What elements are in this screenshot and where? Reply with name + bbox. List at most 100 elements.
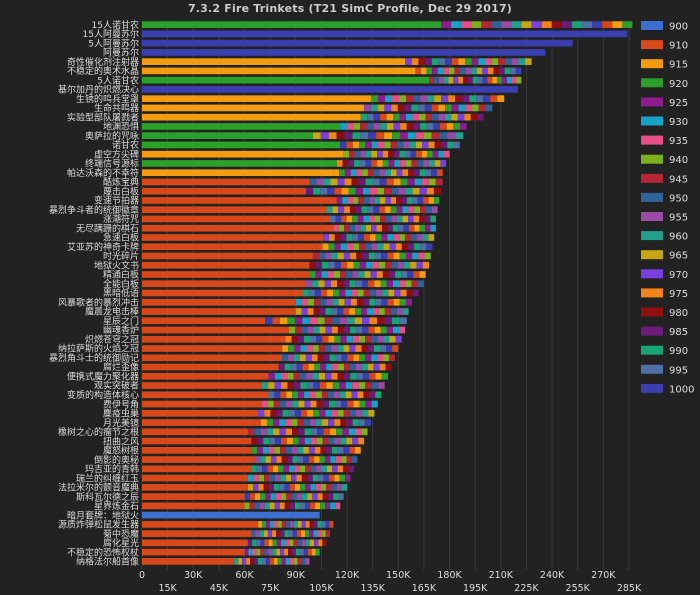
bar-segment bbox=[325, 502, 331, 510]
bar-segment bbox=[313, 326, 320, 334]
bar-segment bbox=[281, 382, 288, 389]
x-tick-label: 135K bbox=[360, 583, 385, 594]
x-tick-label: 30K bbox=[184, 570, 203, 581]
row-label: 奥萨拉的咒咏 bbox=[85, 130, 139, 142]
bar-segment bbox=[260, 419, 268, 426]
bar-segment bbox=[284, 484, 290, 491]
bar-segment bbox=[142, 530, 252, 537]
bar-segment bbox=[431, 169, 437, 177]
bar-segment bbox=[338, 224, 345, 232]
bar-segment bbox=[401, 271, 408, 278]
bar-segment bbox=[301, 298, 309, 306]
bar-segment bbox=[551, 21, 562, 28]
bar-segment bbox=[288, 548, 293, 556]
bar-segment bbox=[295, 308, 302, 315]
bar-segment bbox=[291, 335, 298, 343]
bar-segment bbox=[413, 271, 420, 278]
bar-segment bbox=[346, 335, 353, 343]
bar-segment bbox=[257, 437, 264, 445]
bar-segment bbox=[334, 419, 341, 426]
bar-segment bbox=[265, 493, 271, 500]
bar-segment bbox=[321, 465, 327, 473]
bar-segment bbox=[142, 502, 245, 510]
bar-segment bbox=[477, 76, 483, 84]
bar-segment bbox=[382, 150, 389, 158]
bar-segment bbox=[258, 474, 265, 482]
bar-segment bbox=[279, 484, 285, 491]
bar-segment bbox=[303, 419, 310, 426]
bar-segment bbox=[304, 391, 310, 399]
bar-segment bbox=[405, 252, 413, 260]
bar-segment bbox=[383, 335, 390, 343]
bar-segment bbox=[320, 132, 329, 140]
bar-segment bbox=[411, 58, 419, 65]
bar-segment bbox=[385, 206, 391, 214]
bar-segment bbox=[142, 132, 313, 140]
bar-segment bbox=[284, 502, 290, 510]
bar-segment bbox=[454, 67, 461, 75]
bar-segment bbox=[401, 197, 407, 204]
bar-segment bbox=[267, 530, 273, 537]
bar-segment bbox=[413, 123, 421, 130]
bar-segment bbox=[385, 95, 393, 102]
bar-segment bbox=[307, 308, 314, 315]
bar-segment bbox=[319, 252, 326, 260]
bar-segment bbox=[313, 530, 318, 537]
bar-segment bbox=[322, 437, 329, 445]
bar-segment bbox=[270, 521, 275, 528]
bar-segment bbox=[418, 252, 425, 260]
bar-segment bbox=[413, 169, 420, 177]
bar-segment bbox=[284, 530, 289, 537]
bar-segment bbox=[282, 345, 289, 352]
bar-segment bbox=[441, 95, 449, 102]
bar-segment bbox=[362, 252, 369, 260]
bar-segment bbox=[368, 132, 377, 140]
bar-segment bbox=[325, 530, 330, 537]
bar-segment bbox=[301, 530, 306, 537]
bar-segment bbox=[423, 197, 429, 204]
bar-segment bbox=[264, 474, 270, 482]
bar-segment bbox=[293, 539, 298, 547]
bar-segment bbox=[298, 400, 305, 408]
bar-segment bbox=[309, 539, 315, 547]
bar-segment bbox=[385, 197, 391, 204]
bar-segment bbox=[373, 345, 380, 352]
bar-segment bbox=[423, 160, 429, 167]
bar-segment bbox=[142, 474, 248, 482]
bar-segment bbox=[255, 530, 260, 537]
row-label: 幽魂香炉 bbox=[103, 324, 139, 336]
bar-segment bbox=[369, 234, 376, 241]
legend-label: 990 bbox=[669, 346, 688, 357]
bar-segment bbox=[320, 187, 328, 195]
bar-segment bbox=[352, 215, 358, 223]
bar-segment bbox=[516, 76, 522, 84]
bar-segment bbox=[142, 326, 289, 334]
bar-segment bbox=[294, 345, 301, 352]
bar-segment bbox=[355, 345, 362, 352]
bar-segment bbox=[312, 132, 321, 140]
bar-segment bbox=[405, 280, 412, 288]
bar-segment bbox=[304, 400, 311, 408]
row-label: 观实突破者 bbox=[94, 380, 139, 392]
x-tick-label: 150K bbox=[386, 570, 411, 581]
row-label: 地渊恐惧 bbox=[103, 121, 139, 133]
bar-segment bbox=[307, 493, 313, 500]
bar-segment bbox=[326, 484, 332, 491]
bar-segment bbox=[142, 539, 248, 547]
bar-segment bbox=[460, 67, 466, 75]
bar-segment bbox=[264, 502, 270, 510]
x-tick-label: 45K bbox=[210, 583, 229, 594]
bar-segment bbox=[376, 224, 382, 232]
bar-segment bbox=[391, 187, 399, 195]
bar-segment bbox=[437, 67, 444, 75]
bar-segment bbox=[273, 419, 280, 426]
bar-segment bbox=[301, 326, 308, 334]
bar-segment bbox=[433, 76, 439, 84]
bar-segment bbox=[251, 465, 257, 473]
bar-segment bbox=[286, 437, 293, 445]
bar-segment bbox=[445, 104, 452, 112]
bar-segment bbox=[412, 252, 419, 260]
bar-segment bbox=[303, 446, 309, 454]
row-label: 星辰之门 bbox=[103, 315, 139, 327]
bar-segment bbox=[602, 21, 613, 28]
